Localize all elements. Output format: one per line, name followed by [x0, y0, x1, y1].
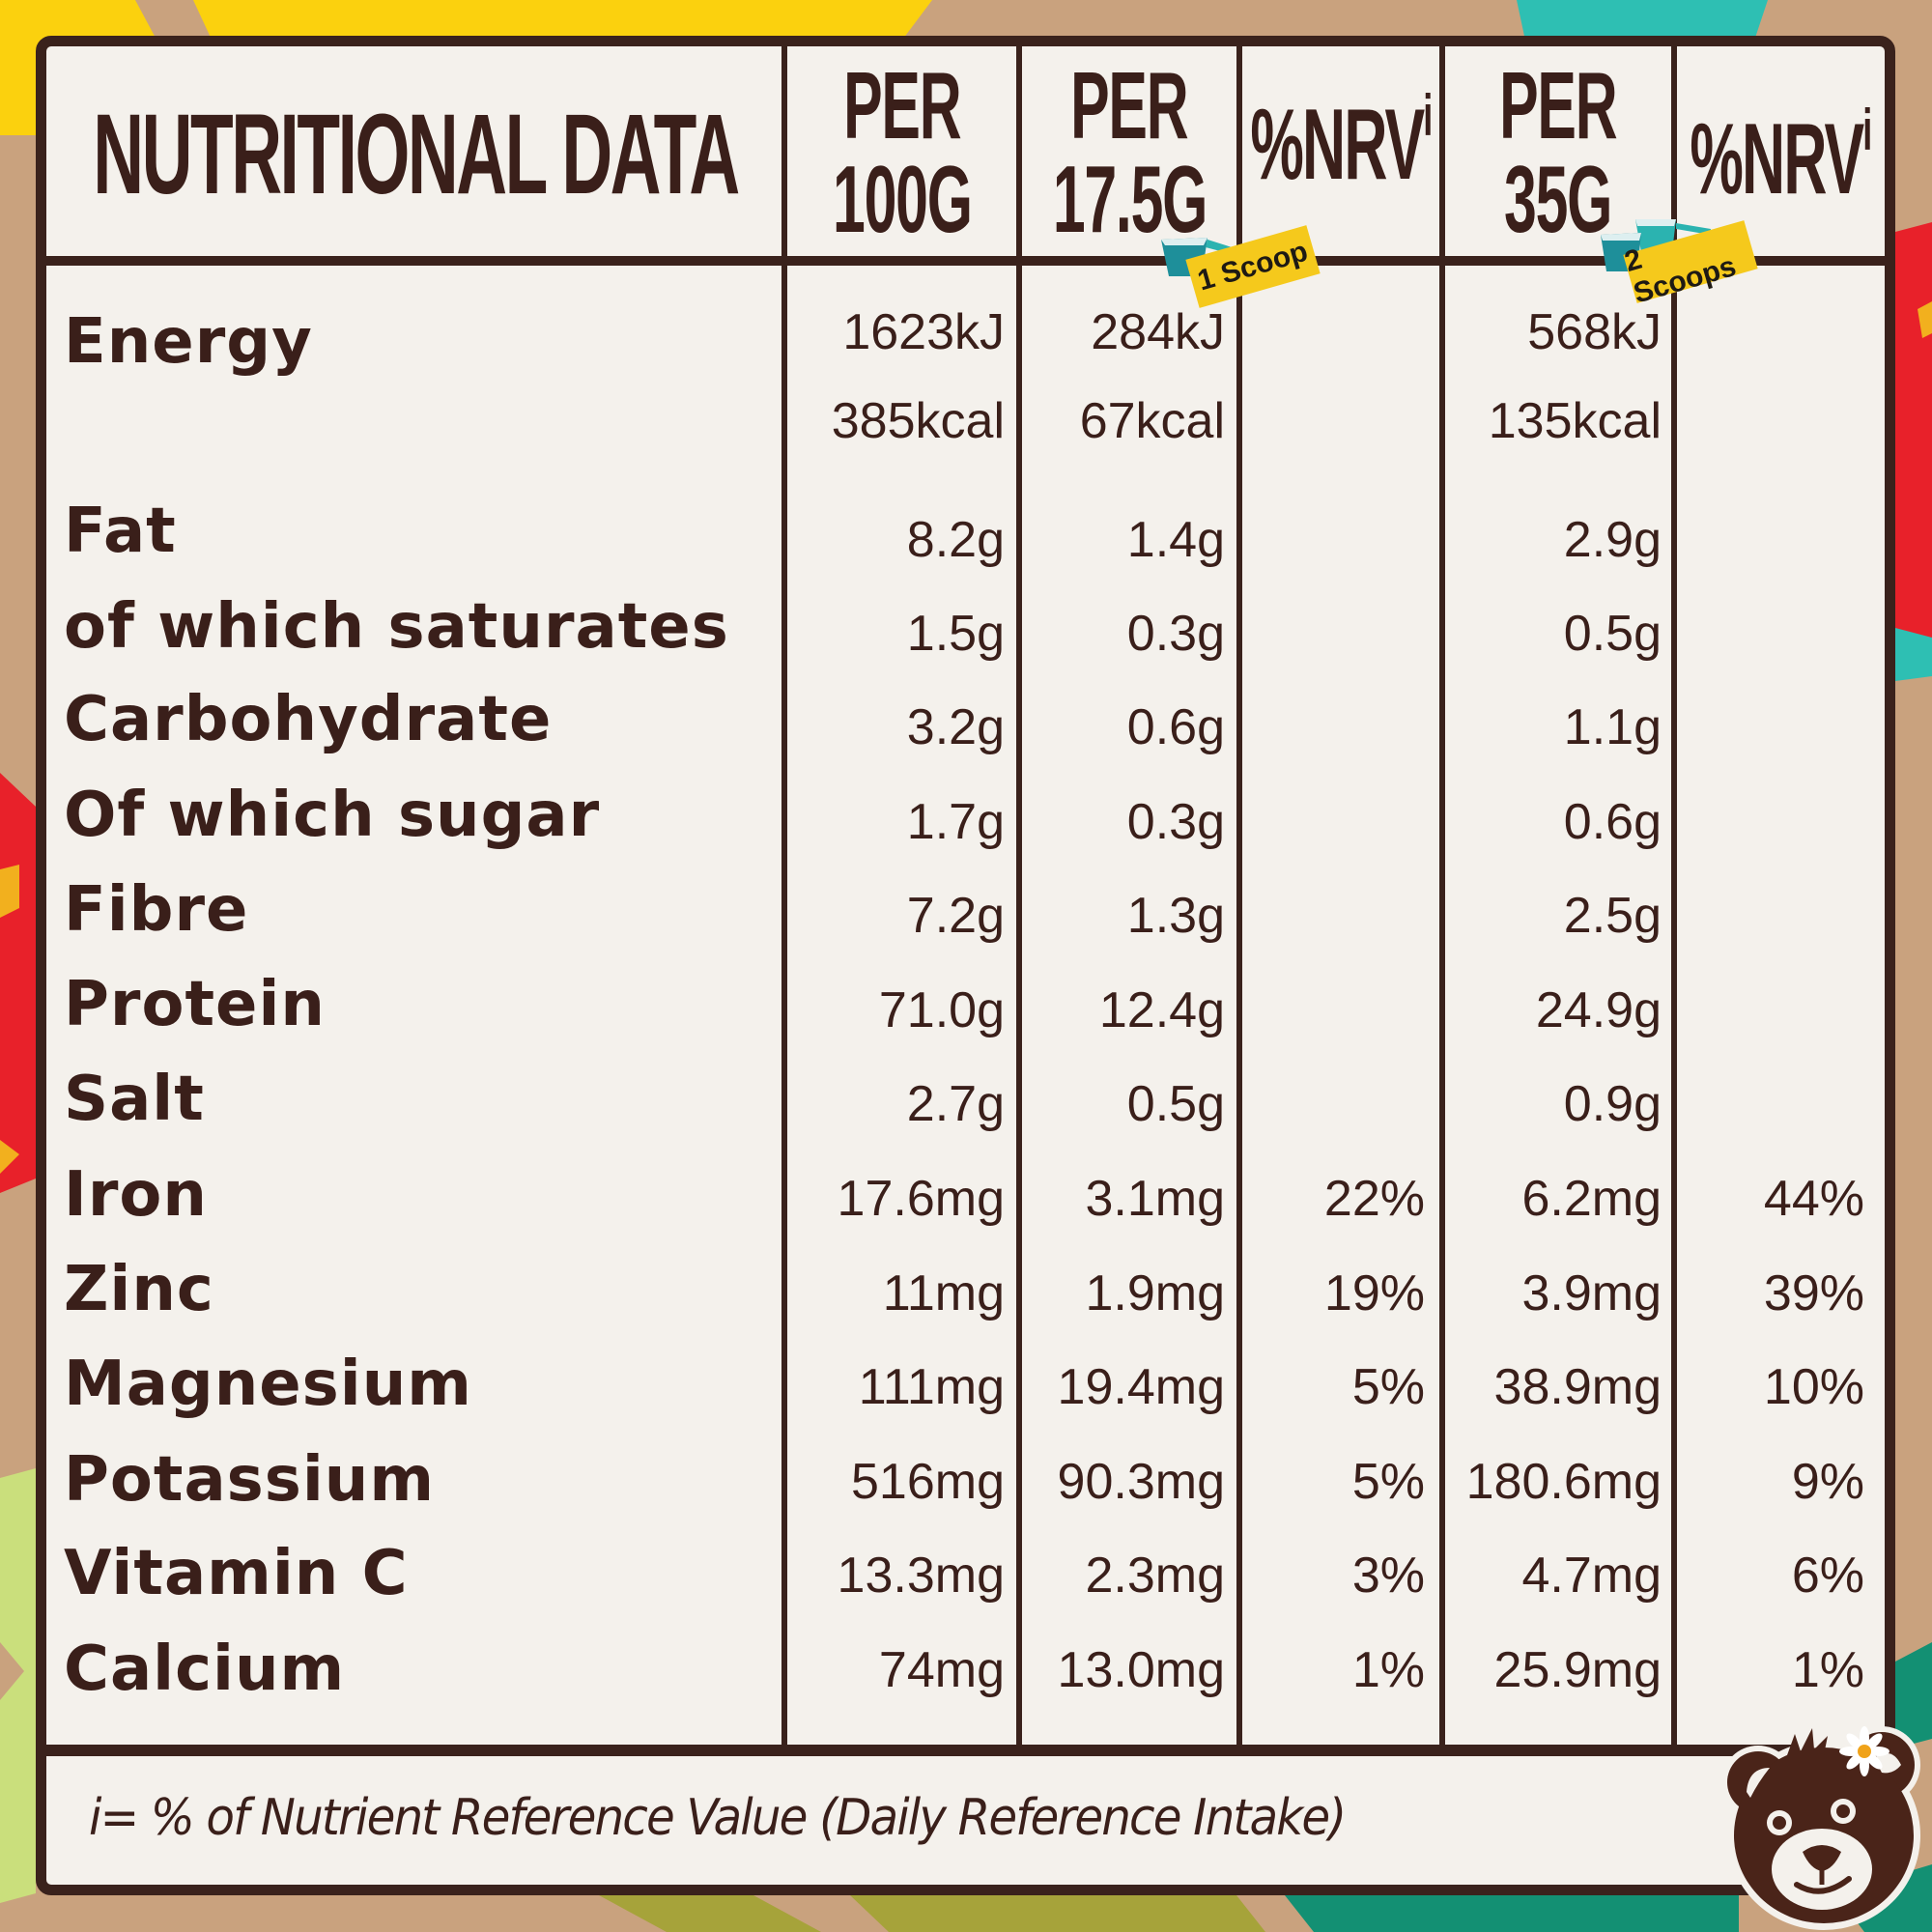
table-title: NUTRITIONAL DATA [93, 91, 740, 218]
column-header-nrv-17-5g: %NRVi [1242, 68, 1439, 222]
row-label-saturates: of which saturates [64, 591, 729, 663]
cell-per-100g: 1.5g [906, 606, 1005, 662]
cell-per-17-5g: 19.4mg [1057, 1359, 1225, 1415]
column-header-per-17-5g: PER 17.5G [1022, 53, 1236, 251]
cell-nrv-35g: 10% [1763, 1359, 1864, 1415]
cell-per-100g: 13.3mg [837, 1548, 1005, 1604]
cell-per-100g: 3.2g [906, 699, 1005, 755]
cell-per-100g: 17.6mg [837, 1171, 1005, 1227]
cell-per-100g: 74mg [878, 1642, 1005, 1698]
row-label-protein: Protein [64, 969, 326, 1040]
cell-per-17-5g: 1.3g [1126, 888, 1225, 944]
cell-per-17-5g: 67kcal [1079, 393, 1225, 449]
column-header-nrv-35g: %NRVi [1677, 77, 1884, 242]
cell-per-100g: 8.2g [906, 512, 1005, 568]
column-divider-2 [1016, 46, 1022, 1747]
cell-per-17-5g: 13.0mg [1057, 1642, 1225, 1698]
nrv-label: %NRV [1690, 102, 1864, 215]
cell-per-35g: 2.9g [1563, 512, 1662, 568]
nrv-label: %NRV [1250, 88, 1425, 201]
cell-per-17-5g: 2.3mg [1085, 1548, 1225, 1604]
cell-per-35g: 24.9g [1535, 982, 1662, 1038]
column-divider-3 [1236, 46, 1242, 1747]
footer-divider [46, 1745, 1885, 1756]
cell-per-35g: 180.6mg [1465, 1454, 1662, 1510]
row-label-potassium: Potassium [64, 1444, 436, 1516]
cell-nrv-35g: 9% [1791, 1454, 1864, 1510]
row-label-calcium: Calcium [64, 1634, 346, 1705]
cell-per-17-5g: 0.3g [1126, 606, 1225, 662]
column-header-line1: PER [1070, 52, 1188, 159]
cell-per-35g: 4.7mg [1521, 1548, 1662, 1604]
column-divider-4 [1439, 46, 1445, 1747]
cell-per-100g: 111mg [858, 1359, 1005, 1415]
cell-nrv-17-5g: 3% [1351, 1548, 1425, 1604]
cell-per-35g: 2.5g [1563, 888, 1662, 944]
column-header-per-100g: PER 100G [787, 53, 1016, 251]
nrv-footnote-marker: i [1862, 97, 1872, 162]
cell-per-100g: 1623kJ [842, 304, 1005, 360]
column-divider-5 [1671, 46, 1677, 1747]
cell-per-35g: 135kcal [1488, 393, 1662, 449]
cell-nrv-35g: 39% [1763, 1265, 1864, 1321]
row-label-energy: Energy [64, 306, 313, 378]
cell-nrv-35g: 44% [1763, 1171, 1864, 1227]
nutrition-table-panel [36, 36, 1895, 1895]
cell-per-17-5g: 1.4g [1126, 512, 1225, 568]
column-header-line1: PER [1499, 52, 1617, 159]
column-header-line1: PER [842, 52, 961, 159]
column-header-line2: 100G [832, 145, 973, 252]
column-header-line2: 35G [1504, 145, 1612, 252]
cell-per-35g: 38.9mg [1493, 1359, 1662, 1415]
nrv-footnote-marker: i [1423, 82, 1433, 148]
cell-per-17-5g: 0.3g [1126, 794, 1225, 850]
cell-nrv-17-5g: 1% [1351, 1642, 1425, 1698]
cell-nrv-17-5g: 19% [1323, 1265, 1425, 1321]
cell-per-100g: 2.7g [906, 1076, 1005, 1132]
cell-per-100g: 1.7g [906, 794, 1005, 850]
daisy-icon [1839, 1726, 1889, 1776]
bear-mascot-icon [1721, 1726, 1920, 1930]
cell-per-35g: 6.2mg [1521, 1171, 1662, 1227]
row-label-fat: Fat [64, 496, 177, 567]
cell-per-35g: 1.1g [1563, 699, 1662, 755]
header-divider [46, 256, 1885, 266]
cell-per-100g: 516mg [851, 1454, 1005, 1510]
cell-per-17-5g: 284kJ [1091, 304, 1225, 360]
cell-per-100g: 11mg [882, 1265, 1005, 1321]
cell-per-35g: 25.9mg [1493, 1642, 1662, 1698]
row-label-magnesium: Magnesium [64, 1349, 472, 1420]
nrv-footnote: i= % of Nutrient Reference Value (Daily … [89, 1789, 1347, 1847]
cell-per-35g: 0.6g [1563, 794, 1662, 850]
cell-per-100g: 7.2g [906, 888, 1005, 944]
row-label-sugar: Of which sugar [64, 780, 601, 851]
cell-per-17-5g: 90.3mg [1057, 1454, 1225, 1510]
row-label-zinc: Zinc [64, 1254, 214, 1325]
cell-per-35g: 0.5g [1563, 606, 1662, 662]
cell-nrv-17-5g: 22% [1323, 1171, 1425, 1227]
cell-nrv-17-5g: 5% [1351, 1359, 1425, 1415]
cell-per-17-5g: 3.1mg [1085, 1171, 1225, 1227]
column-header-per-35g: PER 35G [1445, 53, 1671, 251]
column-divider-1 [781, 46, 787, 1747]
cell-nrv-35g: 1% [1791, 1642, 1864, 1698]
row-label-salt: Salt [64, 1064, 205, 1135]
cell-per-17-5g: 0.6g [1126, 699, 1225, 755]
cell-per-17-5g: 12.4g [1098, 982, 1225, 1038]
cell-nrv-17-5g: 5% [1351, 1454, 1425, 1510]
cell-per-100g: 385kcal [831, 393, 1005, 449]
cell-per-17-5g: 1.9mg [1085, 1265, 1225, 1321]
row-label-vitamin-c: Vitamin C [64, 1538, 409, 1609]
cell-per-35g: 568kJ [1527, 304, 1662, 360]
cell-per-17-5g: 0.5g [1126, 1076, 1225, 1132]
cell-nrv-35g: 6% [1791, 1548, 1864, 1604]
row-label-fibre: Fibre [64, 874, 249, 946]
row-label-carbohydrate: Carbohydrate [64, 684, 553, 755]
cell-per-35g: 0.9g [1563, 1076, 1662, 1132]
column-header-line2: 17.5G [1052, 145, 1208, 252]
cell-per-35g: 3.9mg [1521, 1265, 1662, 1321]
cell-per-100g: 71.0g [878, 982, 1005, 1038]
row-label-iron: Iron [64, 1159, 208, 1231]
